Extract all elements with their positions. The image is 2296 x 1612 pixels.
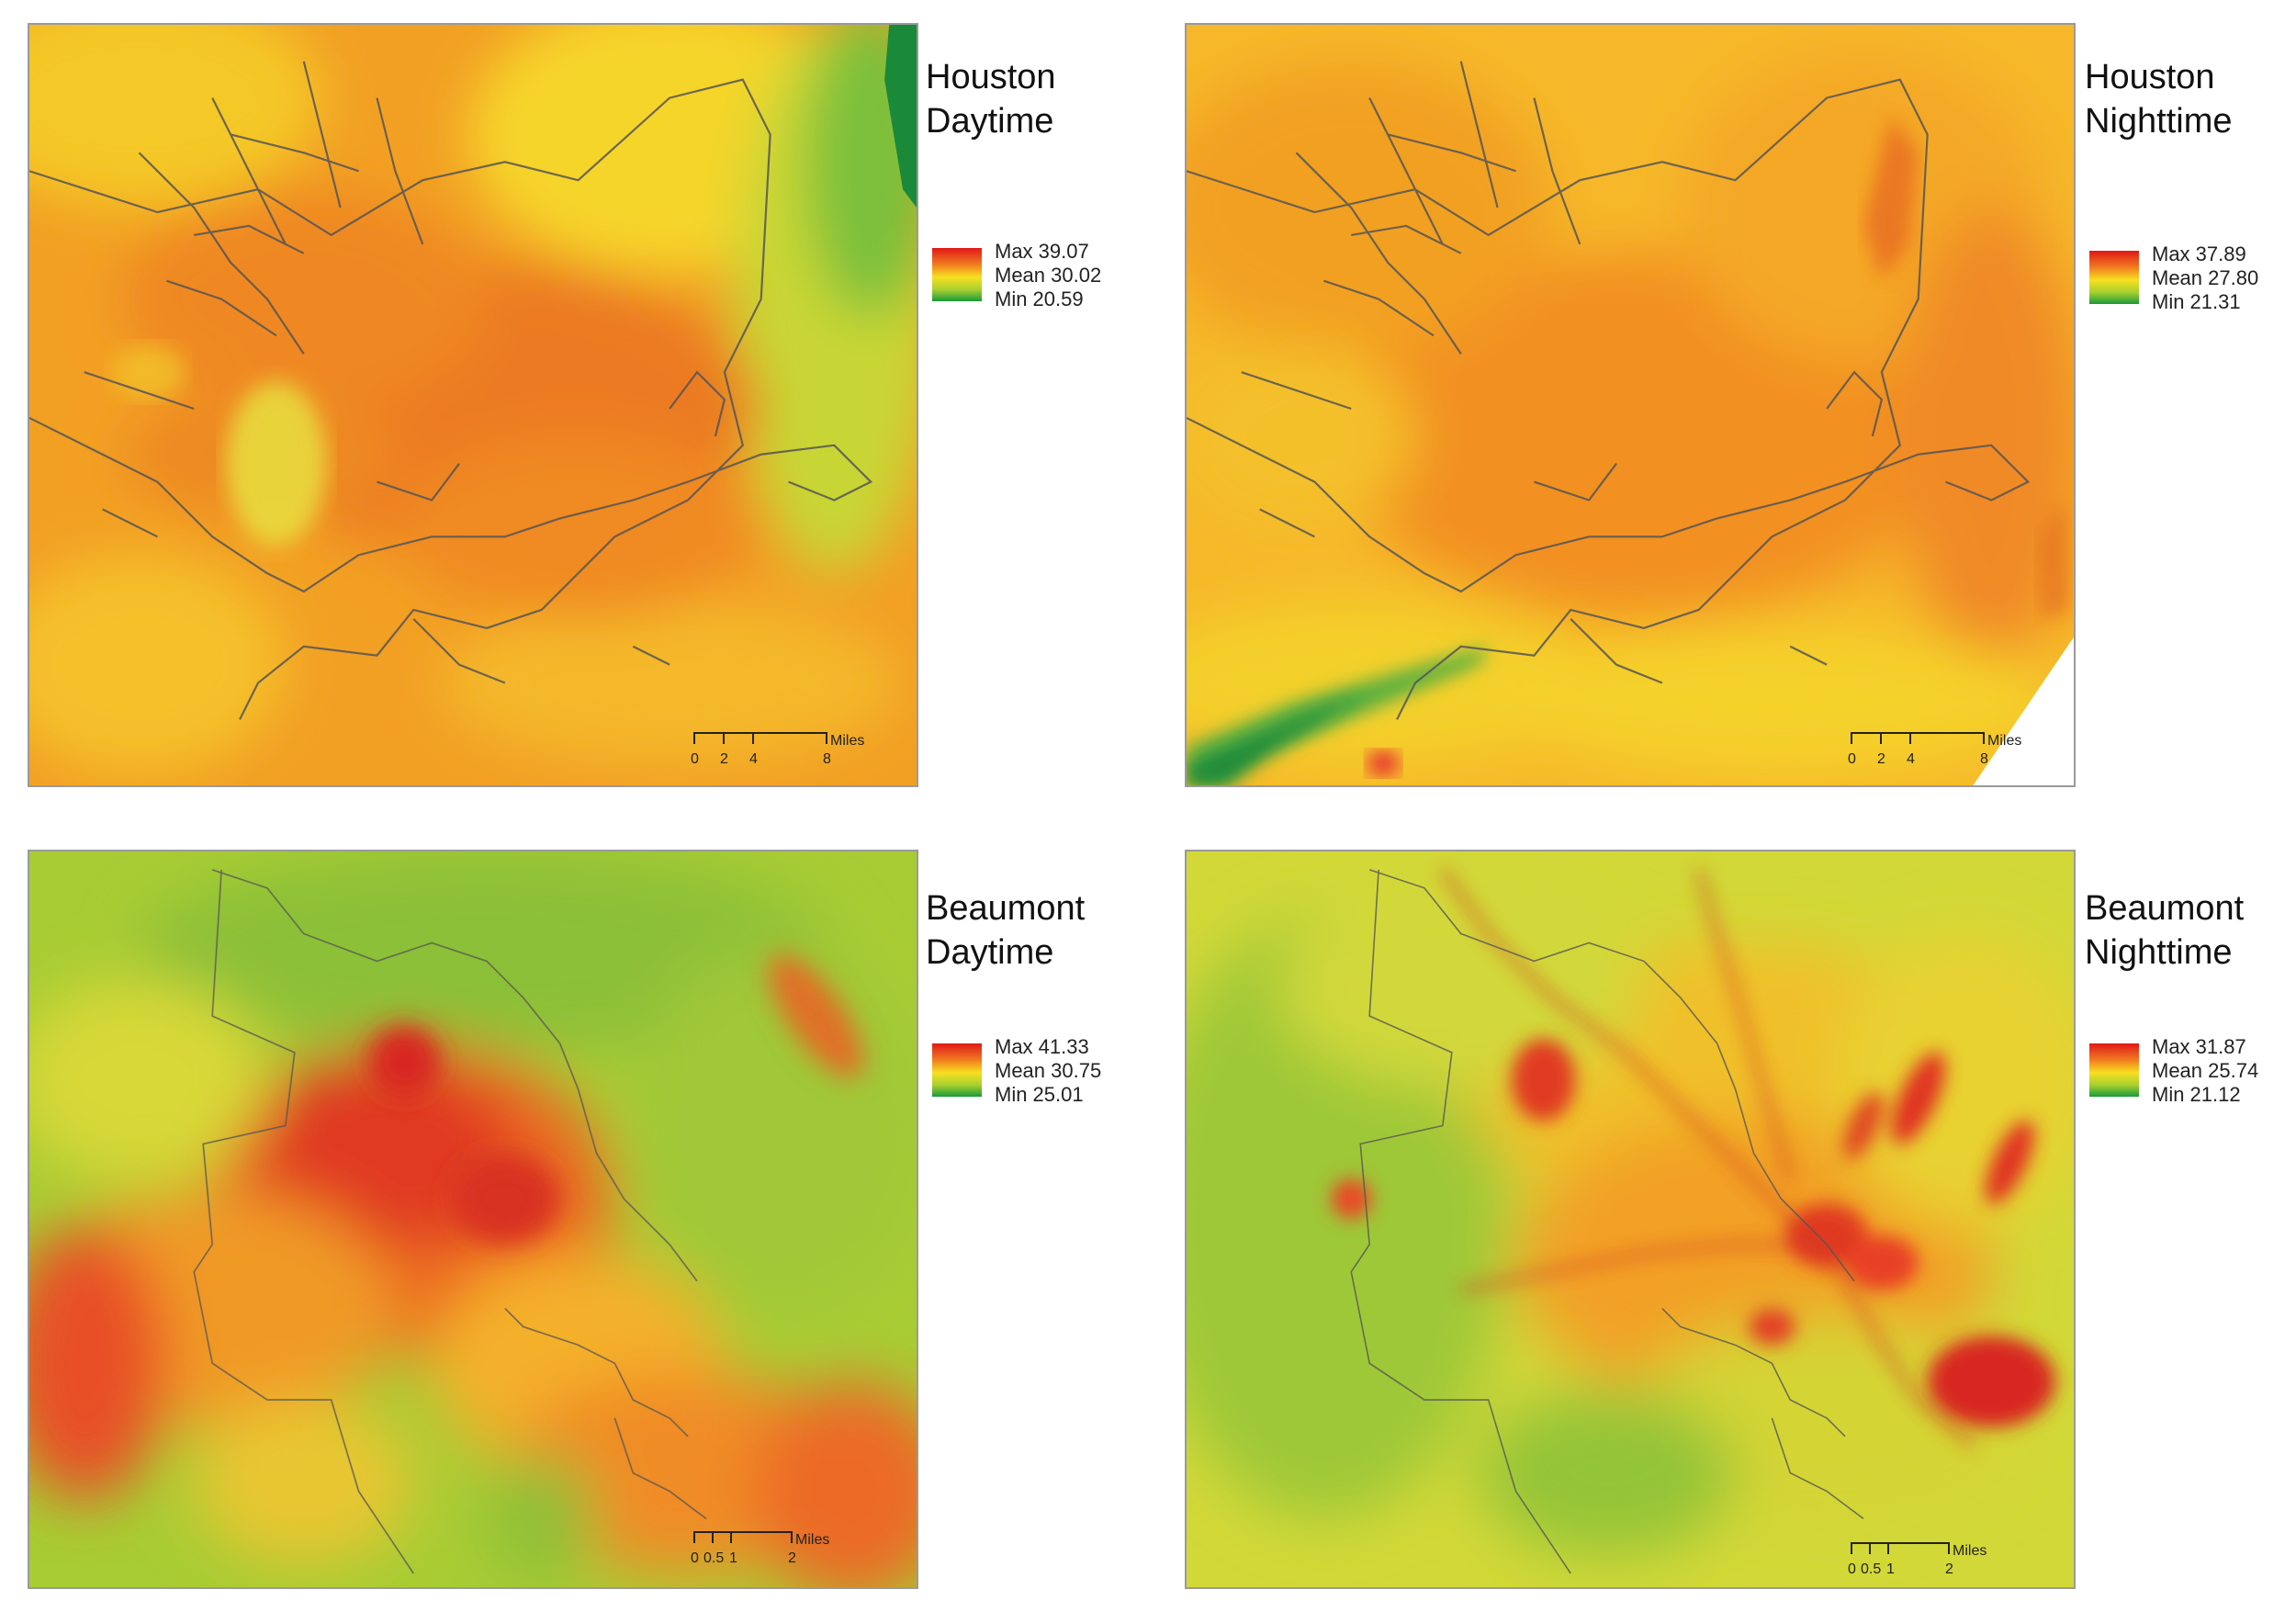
legend: Max 31.87 Mean 25.74 Min 21.12 xyxy=(2089,1036,2291,1110)
map-title: Houston Daytime xyxy=(926,55,1056,143)
map-title-city: Houston xyxy=(926,55,1056,99)
legend: Max 37.89 Mean 27.80 Min 21.31 xyxy=(2089,243,2291,317)
heat-map-beaumont-daytime xyxy=(29,851,917,1587)
legend-mean: Mean 30.75 xyxy=(995,1060,1101,1082)
scale-bar-graphic xyxy=(1846,726,1993,753)
scale-bar: Miles 0 0.5 1 2 xyxy=(1848,1536,2050,1591)
map-title-city: Beaumont xyxy=(2085,886,2244,930)
scale-bar-graphic xyxy=(691,1525,810,1552)
scale-tick: 4 xyxy=(749,751,758,768)
heat-map-beaumont-nighttime xyxy=(1187,851,2074,1587)
scale-tick: 0.5 xyxy=(703,1550,724,1567)
scale-tick: 2 xyxy=(788,1550,796,1567)
legend-color-ramp xyxy=(2089,1043,2139,1097)
legend: Max 39.07 Mean 30.02 Min 20.59 xyxy=(932,241,1134,314)
scale-unit: Miles xyxy=(795,1532,829,1549)
scale-tick: 2 xyxy=(1945,1561,1953,1578)
heat-map-houston-nighttime xyxy=(1187,25,2074,785)
scale-tick: 2 xyxy=(1877,751,1885,768)
legend-min: Min 20.59 xyxy=(995,288,1084,310)
scale-tick: 0 xyxy=(691,1550,699,1567)
scale-tick: 0.5 xyxy=(1861,1561,1881,1578)
scale-tick: 1 xyxy=(729,1550,737,1567)
scale-bar-graphic xyxy=(1848,1536,1967,1563)
scale-tick: 4 xyxy=(1907,751,1915,768)
legend-max: Max 39.07 xyxy=(995,241,1089,263)
scale-tick: 2 xyxy=(720,751,728,768)
map-beaumont-daytime xyxy=(28,850,918,1589)
legend-min: Min 25.01 xyxy=(995,1084,1084,1106)
map-beaumont-nighttime xyxy=(1185,850,2076,1589)
scale-unit: Miles xyxy=(1987,733,2021,750)
scale-tick: 1 xyxy=(1886,1561,1895,1578)
map-title-time: Nighttime xyxy=(2085,930,2244,975)
legend-min: Min 21.31 xyxy=(2152,291,2241,313)
scale-bar: Miles 0 0.5 1 2 xyxy=(691,1525,893,1580)
scale-tick: 8 xyxy=(1980,751,1988,768)
scale-tick: 0 xyxy=(1848,1561,1856,1578)
heat-map-houston-daytime xyxy=(29,25,917,785)
map-houston-nighttime xyxy=(1185,23,2076,787)
scale-bar: Miles 0 2 4 8 xyxy=(1846,726,2048,781)
map-title: Houston Nighttime xyxy=(2085,55,2233,143)
legend-color-ramp xyxy=(932,1043,982,1097)
scale-tick: 0 xyxy=(1848,751,1856,768)
map-houston-daytime xyxy=(28,23,918,787)
map-title-time: Daytime xyxy=(926,930,1085,975)
scale-unit: Miles xyxy=(830,733,864,750)
scale-tick: 8 xyxy=(823,751,831,768)
scale-bar: Miles 0 2 4 8 xyxy=(689,726,891,781)
legend-mean: Mean 27.80 xyxy=(2152,267,2258,289)
legend-min: Min 21.12 xyxy=(2152,1084,2241,1106)
legend: Max 41.33 Mean 30.75 Min 25.01 xyxy=(932,1036,1134,1110)
map-title: Beaumont Daytime xyxy=(926,886,1085,975)
legend-color-ramp xyxy=(2089,251,2139,304)
legend-max: Max 37.89 xyxy=(2152,243,2246,265)
legend-max: Max 41.33 xyxy=(995,1036,1089,1058)
legend-mean: Mean 30.02 xyxy=(995,265,1101,287)
legend-mean: Mean 25.74 xyxy=(2152,1060,2258,1082)
scale-unit: Miles xyxy=(1953,1543,1986,1560)
map-title-city: Houston xyxy=(2085,55,2233,99)
map-title-city: Beaumont xyxy=(926,886,1085,930)
map-title-time: Daytime xyxy=(926,99,1056,143)
scale-tick: 0 xyxy=(691,751,699,768)
scale-bar-graphic xyxy=(689,726,836,753)
map-title: Beaumont Nighttime xyxy=(2085,886,2244,975)
map-title-time: Nighttime xyxy=(2085,99,2233,143)
legend-max: Max 31.87 xyxy=(2152,1036,2246,1058)
legend-color-ramp xyxy=(932,248,982,301)
